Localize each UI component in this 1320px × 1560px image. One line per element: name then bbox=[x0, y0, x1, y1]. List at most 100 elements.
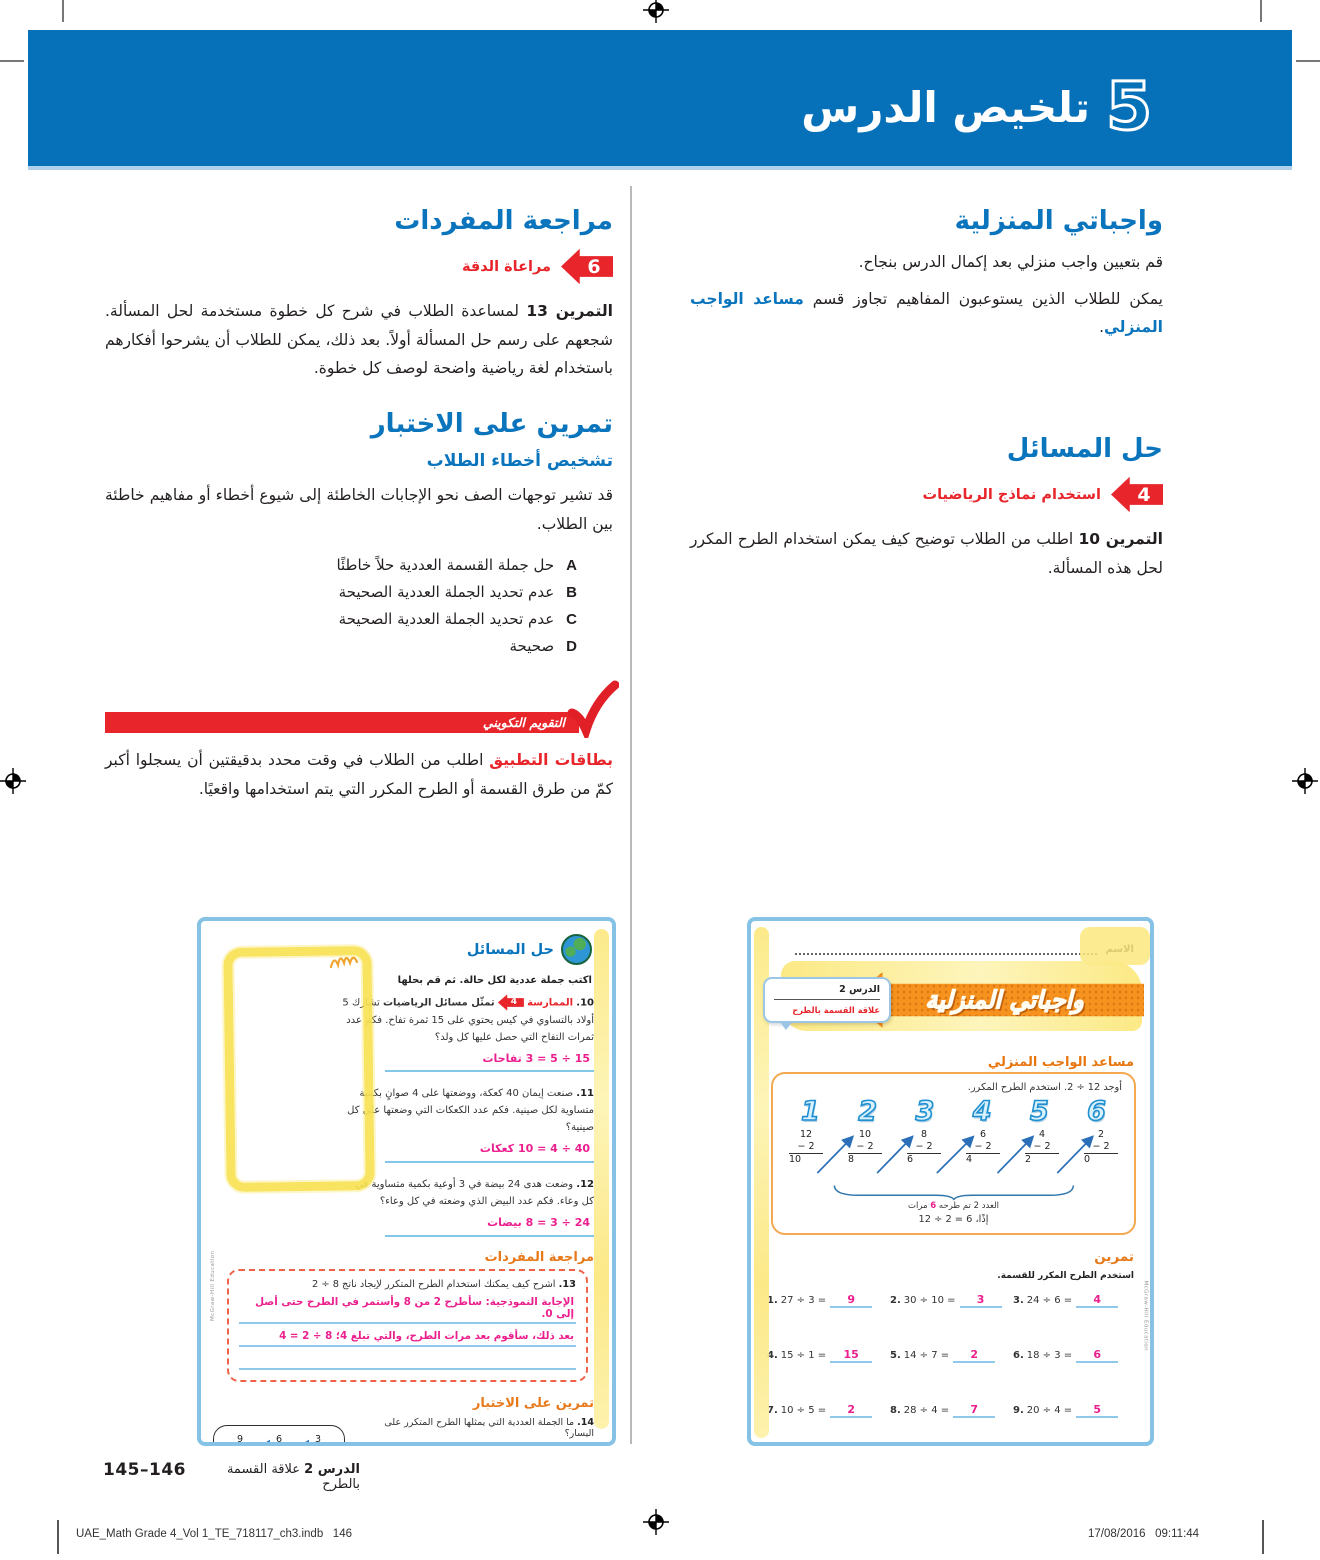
vocabulary-column: مراجعة المفردات 6 مراعاة الدقة التمرين 1… bbox=[105, 206, 619, 812]
yellow-highlight bbox=[594, 929, 609, 1430]
division-exercises: 1. 27 ÷ 3 = 9 2. 30 ÷ 10 = 3 3. 24 ÷ 6 = 4 4. 1… bbox=[767, 1293, 1136, 1418]
answer-line: 3 bbox=[959, 1293, 1002, 1308]
precision-badge-label: مراعاة الدقة bbox=[461, 258, 551, 275]
lesson-summary-banner: تلخيص الدرس 5 bbox=[28, 30, 1292, 170]
subtraction-count-caption: العدد 2 تم طرحه 6 مرات bbox=[907, 1200, 1000, 1211]
vocab-review-heading: مراجعة المفردات bbox=[394, 206, 613, 236]
column-divider bbox=[630, 186, 632, 1444]
vocab-question-box: 13. اشرح كيف يمكنك استخدام الطرح المتكرر… bbox=[227, 1268, 588, 1382]
yellow-highlight bbox=[1080, 927, 1150, 965]
practice-instruction: استخدم الطرح المكرر للقسمة. bbox=[997, 1270, 1134, 1281]
question-14: 14. ما الجملة العددية التي يمثلها الطرح … bbox=[355, 1417, 594, 1442]
registration-mark-icon bbox=[1292, 768, 1318, 794]
question-13: 13. اشرح كيف يمكنك استخدام الطرح المتكرر… bbox=[312, 1278, 576, 1290]
crop-mark bbox=[57, 1520, 59, 1554]
crop-mark bbox=[0, 60, 24, 62]
homework-column: واجباتي المنزلية قم بتعيين واجب منزلي بع… bbox=[690, 206, 1163, 590]
brace-icon bbox=[833, 1185, 1074, 1201]
formative-assessment-band: التقويم التكويني bbox=[105, 680, 619, 746]
lesson-title: علاقة القسمة بالطرح bbox=[792, 1005, 880, 1015]
answer-line: 4 bbox=[1076, 1293, 1119, 1308]
globe-icon bbox=[561, 934, 592, 965]
choice-row: A حل جملة القسمة العددية حلاً خاطئًا bbox=[336, 556, 577, 575]
application-cards-note: بطاقات التطبيق اطلب من الطلاب في وقت محد… bbox=[105, 751, 613, 799]
answer-line: 40 ÷ 4 = 10 كعكات bbox=[385, 1139, 594, 1163]
test-practice-worksheet-heading: تمرين على الاختبار bbox=[472, 1395, 594, 1411]
exercise-item: 5. 14 ÷ 7 = 2 bbox=[890, 1348, 1013, 1363]
exercise-item: 3. 24 ÷ 6 = 4 bbox=[1013, 1293, 1136, 1308]
exercise-item: 6. 18 ÷ 3 = 6 bbox=[1013, 1348, 1136, 1363]
problem-12: 12. وضعت هدى 24 بيضة في 3 أوعية بكمية مت… bbox=[341, 1176, 594, 1237]
exercise-item: 1. 27 ÷ 3 = 9 bbox=[767, 1293, 890, 1308]
margin-copyright-text: McGraw-Hill Education bbox=[1142, 1280, 1148, 1351]
answer-line: 6 bbox=[1076, 1348, 1119, 1363]
answer-line: 24 ÷ 3 = 8 بيضات bbox=[385, 1213, 594, 1237]
answer-line: 2 bbox=[830, 1403, 873, 1418]
choice-row: D صحيحة bbox=[509, 637, 577, 656]
answer-line: الإجابة النموذجية: سأطرح 2 من 8 وأستمر ف… bbox=[239, 1290, 576, 1324]
worksheet-instruction: اكتب جملة عددية لكل حالة. ثم قم بحلها bbox=[397, 975, 592, 986]
print-file-info: UAE_Math Grade 4_Vol 1_TE_718117_ch3.ind… bbox=[76, 1528, 352, 1540]
diagnose-errors-subheading: تشخيص أخطاء الطلاب bbox=[426, 451, 613, 472]
practice-label: الممارسة bbox=[527, 997, 574, 1009]
homework-paragraph-2: يمكن للطلاب الذين يستوعبون المفاهيم تجاو… bbox=[690, 289, 1163, 337]
vocab-review-worksheet-heading: مراجعة المفردات bbox=[484, 1249, 594, 1265]
worksheet-heading: حل المسائل bbox=[466, 941, 554, 958]
section-number: 5 bbox=[1105, 68, 1154, 145]
answer-line: 15 bbox=[830, 1348, 873, 1363]
subtraction-column: 3− 30 bbox=[305, 1434, 331, 1442]
answer-line: 5 bbox=[1076, 1403, 1119, 1418]
registration-mark-icon bbox=[643, 1509, 669, 1535]
answer-line: 15 ÷ 5 = 3 تفاحات bbox=[385, 1049, 594, 1073]
formative-band: التقويم التكويني bbox=[105, 712, 579, 734]
question-14-block: 14. ما الجملة العددية التي يمثلها الطرح … bbox=[213, 1417, 594, 1442]
conclusion-equation: إذًا، 12 ÷ 2 = 6 bbox=[918, 1213, 989, 1225]
print-timestamp: 17/08/2016 09:11:44 bbox=[1088, 1528, 1200, 1540]
precision-arrow-icon: 6 bbox=[561, 248, 613, 285]
margin-copyright-text: McGraw-Hill Education bbox=[210, 1250, 216, 1321]
exercise-item: 2. 30 ÷ 10 = 3 bbox=[890, 1293, 1013, 1308]
registration-mark-icon bbox=[643, 0, 669, 23]
page-numbers: 145–146 bbox=[103, 1460, 186, 1480]
exercise-item: 4. 15 ÷ 1 = 15 bbox=[767, 1348, 890, 1363]
practice-heading: تمرين bbox=[1094, 1248, 1134, 1265]
homework-banner-zone: واجباتي المنزلية الدرس 2 علاقة القسمة با… bbox=[751, 927, 1150, 1047]
answer-line: 2 bbox=[953, 1348, 996, 1363]
orange-scribble-icon bbox=[329, 956, 359, 970]
subtraction-column: 6− 33 bbox=[266, 1434, 292, 1442]
error-choices-list: A حل جملة القسمة العددية حلاً خاطئًا B عدم… bbox=[105, 552, 577, 660]
page-title: تلخيص الدرس 5 bbox=[801, 68, 1154, 145]
problem-11: 11. صنعت إيمان 40 كعكة، ووضعتها على 4 صو… bbox=[341, 1085, 594, 1163]
practice-arrow-icon: 4 bbox=[1111, 476, 1163, 513]
exercise-13-note: التمرين 13 لمساعدة الطلاب في شرح كل خطوة… bbox=[105, 302, 613, 378]
math-practice-badge: 4 استخدام نماذج الرياضيات bbox=[690, 476, 1163, 513]
yellow-highlight bbox=[754, 927, 769, 1438]
homework-paragraph-1: قم بتعيين واجب منزلي بعد إكمال الدرس بنج… bbox=[858, 253, 1163, 271]
homework-banner-title: واجباتي المنزلية bbox=[925, 985, 1084, 1014]
worked-example-prompt: أوجد 12 ÷ 2. استخدم الطرح المكرر. bbox=[967, 1082, 1122, 1093]
crop-mark bbox=[62, 0, 64, 22]
student-worksheet-problem-solving: حل المسائل اكتب جملة عددية لكل حالة. ثم … bbox=[197, 917, 616, 1446]
exercise-item: 7. 10 ÷ 5 = 2 bbox=[767, 1403, 890, 1418]
problem-10: 10. الممارسة 4 تمثّل مسائل الرياضيات تشا… bbox=[341, 994, 594, 1073]
practice-arrow-icon: 4 bbox=[497, 994, 524, 1011]
practice-badge-label: استخدام نماذج الرياضيات bbox=[922, 486, 1101, 503]
subtraction-column: 9− 36 bbox=[227, 1434, 253, 1442]
footer-lesson-reference: الدرس 2 علاقة القسمة بالطرح bbox=[226, 1462, 360, 1492]
choice-row: B عدم تحديد الجملة العددية الصحيحة bbox=[338, 583, 577, 602]
exercise-item: 9. 20 ÷ 4 = 5 bbox=[1013, 1403, 1136, 1418]
checkmark-icon bbox=[567, 680, 619, 739]
exercise-10-note: التمرين 10 اطلب من الطلاب توضيح كيف يمكن… bbox=[690, 530, 1163, 577]
crop-mark bbox=[1262, 1520, 1264, 1554]
repeated-subtraction-box: 9− 36 6− 33 3− 30 bbox=[213, 1424, 345, 1442]
page-title-text: تلخيص الدرس bbox=[801, 82, 1091, 132]
choice-row: C عدم تحديد الجملة العددية الصحيحة bbox=[338, 610, 577, 629]
test-practice-heading: تمرين على الاختبار bbox=[370, 409, 613, 440]
homework-helper-reference: مساعد الواجب المنزلي bbox=[690, 289, 1163, 337]
